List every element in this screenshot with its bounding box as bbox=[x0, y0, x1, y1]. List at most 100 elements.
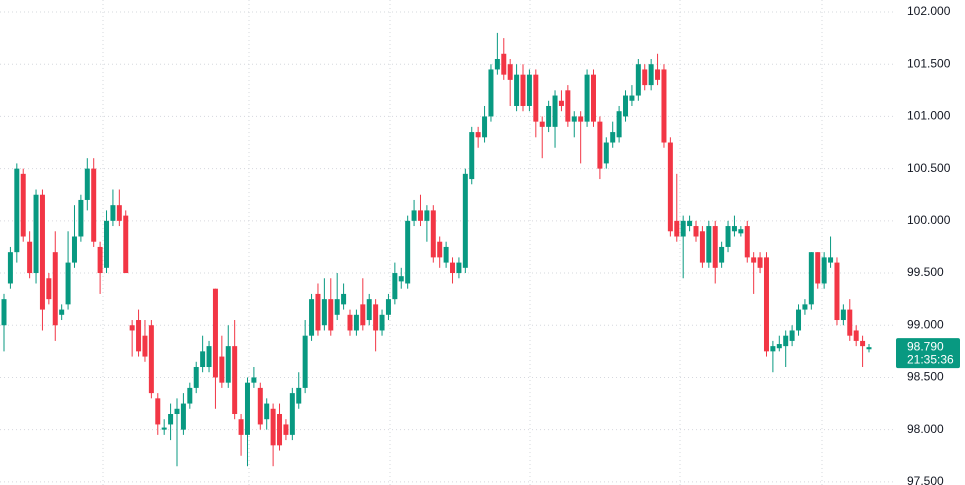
candle-body bbox=[821, 257, 827, 284]
y-tick-label: 100.500 bbox=[907, 161, 951, 175]
candle-body bbox=[373, 304, 379, 331]
candle-body bbox=[738, 229, 744, 234]
candle-body bbox=[437, 241, 443, 258]
candle-body bbox=[379, 314, 385, 331]
candle-body bbox=[693, 226, 699, 237]
candle-body bbox=[789, 330, 795, 341]
candle-body bbox=[200, 351, 206, 368]
candle-body bbox=[283, 424, 289, 435]
candle-body bbox=[52, 252, 58, 326]
candle-body bbox=[571, 116, 577, 122]
candle-body bbox=[469, 132, 475, 180]
candle-body bbox=[296, 387, 302, 404]
candle-body bbox=[629, 95, 635, 101]
candle-body bbox=[225, 346, 231, 383]
candle-body bbox=[526, 74, 532, 106]
candle-body bbox=[65, 262, 71, 305]
candle-body bbox=[244, 382, 250, 435]
candle-body bbox=[815, 252, 821, 284]
candle-body bbox=[667, 142, 673, 232]
candle-body bbox=[597, 121, 603, 169]
candle-body bbox=[142, 335, 148, 357]
candle-body bbox=[840, 309, 846, 321]
candle-body bbox=[232, 346, 238, 414]
candle-body bbox=[552, 95, 558, 127]
candle-body bbox=[808, 252, 814, 305]
candle-body bbox=[520, 74, 526, 106]
candle-body bbox=[558, 100, 564, 106]
candle-body bbox=[802, 304, 808, 310]
candle-body bbox=[546, 105, 552, 127]
candle-body bbox=[757, 257, 763, 268]
candle-body bbox=[59, 309, 65, 315]
candle-body bbox=[834, 262, 840, 321]
candle-body bbox=[289, 393, 295, 435]
y-tick-label: 99.500 bbox=[907, 265, 944, 279]
candle-body bbox=[341, 293, 347, 305]
candle-body bbox=[430, 210, 436, 258]
candle-body bbox=[104, 220, 110, 268]
candle-body bbox=[20, 173, 26, 237]
candle-body bbox=[347, 314, 353, 331]
candle-body bbox=[763, 257, 769, 352]
candle-body bbox=[27, 241, 33, 274]
candle-body bbox=[488, 69, 494, 117]
candle-body bbox=[97, 246, 103, 274]
last-price-box bbox=[896, 338, 960, 369]
candle-body bbox=[385, 299, 391, 315]
candle-body bbox=[353, 314, 359, 331]
candle-body bbox=[635, 64, 641, 96]
y-tick-label: 102.000 bbox=[907, 4, 951, 18]
candle-body bbox=[123, 215, 129, 274]
candle-body bbox=[148, 325, 154, 394]
candle-body bbox=[417, 210, 423, 221]
candle-body bbox=[321, 299, 327, 326]
candle-body bbox=[450, 262, 456, 274]
candle-body bbox=[514, 74, 520, 106]
candle-body bbox=[7, 252, 13, 284]
candle-body bbox=[251, 377, 257, 383]
candle-body bbox=[270, 408, 276, 446]
candle-body bbox=[328, 299, 334, 331]
candle-body bbox=[565, 90, 571, 122]
candle-body bbox=[776, 344, 782, 349]
candle-body bbox=[731, 226, 737, 232]
candle-body bbox=[180, 403, 186, 430]
candle-body bbox=[648, 64, 654, 86]
candle-body bbox=[136, 320, 142, 352]
candle-body bbox=[578, 116, 584, 122]
candle-body bbox=[212, 288, 218, 378]
y-tick-label: 98.500 bbox=[907, 370, 944, 384]
candle-body bbox=[706, 226, 712, 263]
candle-body bbox=[187, 387, 193, 404]
candle-body bbox=[616, 111, 622, 138]
candle-body bbox=[623, 95, 629, 117]
candle-body bbox=[411, 210, 417, 221]
candle-body bbox=[309, 299, 315, 336]
candle-body bbox=[674, 220, 680, 237]
candle-body bbox=[590, 74, 596, 122]
countdown-label: 21:35:36 bbox=[907, 352, 954, 366]
candle-body bbox=[501, 53, 507, 75]
candle-body bbox=[475, 132, 481, 138]
candle-body bbox=[14, 168, 20, 253]
candle-body bbox=[443, 246, 449, 263]
y-tick-label: 97.500 bbox=[907, 474, 944, 485]
candle-body bbox=[533, 74, 539, 122]
candle-body bbox=[257, 387, 263, 425]
candle-body bbox=[84, 168, 90, 200]
candle-body bbox=[405, 220, 411, 284]
candle-body bbox=[828, 257, 834, 263]
y-tick-label: 100.000 bbox=[907, 213, 951, 227]
candle-body bbox=[46, 278, 52, 300]
candle-body bbox=[482, 116, 488, 138]
last-price-label: 98.790 bbox=[907, 339, 944, 353]
candle-body bbox=[853, 330, 859, 341]
candle-body bbox=[398, 276, 404, 282]
candle-body bbox=[392, 273, 398, 300]
candle-body bbox=[507, 64, 513, 80]
candle-body bbox=[360, 304, 366, 326]
candle-body bbox=[238, 419, 244, 435]
y-tick-label: 99.000 bbox=[907, 317, 944, 331]
